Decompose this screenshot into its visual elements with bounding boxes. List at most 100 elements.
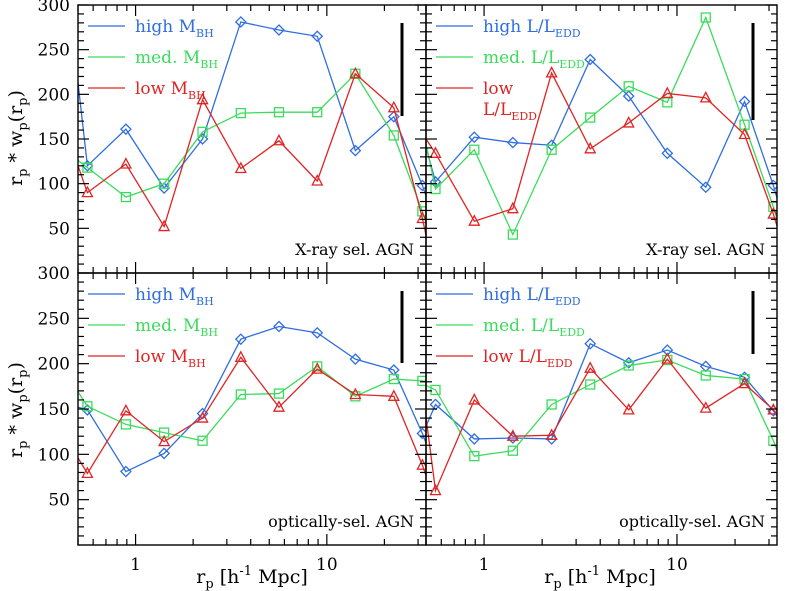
panel-annotation: X-ray sel. AGN <box>295 240 414 259</box>
data-point-red <box>699 401 712 413</box>
data-point-blue <box>584 53 597 66</box>
data-point-blue <box>311 326 324 339</box>
data-point-green <box>273 107 285 118</box>
legend-label: high L/LEDD <box>483 285 581 308</box>
data-point-red <box>416 458 426 470</box>
data-point-blue <box>119 123 132 136</box>
legend-label: med. L/LEDD <box>483 316 585 339</box>
legend-entry-blue: high L/LEDD <box>436 17 581 40</box>
panel-frame <box>425 272 778 546</box>
data-point-blue <box>738 371 751 384</box>
data-point-green <box>623 81 634 92</box>
data-point-red <box>429 146 442 158</box>
data-point-red <box>158 434 171 447</box>
data-point-red <box>661 86 674 99</box>
legend-label: low L/LEDD <box>483 347 573 370</box>
series-line-red <box>78 356 426 476</box>
data-point-green <box>623 360 634 371</box>
data-point-red <box>311 362 324 374</box>
data-point-green <box>417 206 426 217</box>
panel-bottom-right: high L/LEDD med. L/LEDD low L/LEDD opticall… <box>425 272 778 575</box>
panel-annotation: X-ray sel. AGN <box>646 240 765 259</box>
data-point-green <box>585 379 596 390</box>
series-line-blue <box>426 58 777 199</box>
y-tick-label: 150 <box>38 130 70 150</box>
data-point-red <box>387 100 400 113</box>
y-axis-label-top: rp * wp(rp) <box>5 90 31 186</box>
data-point-red <box>416 211 426 224</box>
legend-label: high MBH <box>135 285 214 308</box>
series-red <box>78 66 426 236</box>
y-tick-label: 300 <box>38 0 70 16</box>
data-point-red <box>429 483 442 496</box>
data-point-green <box>469 450 480 462</box>
data-point-green <box>388 373 399 385</box>
data-point-blue <box>273 320 285 333</box>
y-tick-label: 200 <box>38 85 70 105</box>
data-point-red <box>506 429 519 441</box>
data-point-red <box>272 400 286 412</box>
series-green <box>426 354 777 462</box>
data-point-green <box>312 107 323 118</box>
y-tick-label: 50 <box>48 219 70 239</box>
legend-entry-green: med. MBH <box>88 48 218 71</box>
data-point-red <box>699 91 712 103</box>
series-line-blue <box>78 21 426 196</box>
data-point-blue <box>468 433 481 445</box>
x-axis-label-left: rp [h-1 Mpc] <box>196 564 308 591</box>
x-tick-label: 10 <box>666 555 688 575</box>
legend-entry-green: med. MBH <box>88 316 218 339</box>
y-axis-label-bottom: rp * wp(rp) <box>5 362 31 458</box>
data-point-red <box>311 174 324 186</box>
x-tick-label: 10 <box>316 555 338 575</box>
series-line-blue <box>426 342 777 440</box>
series-blue <box>426 337 777 445</box>
y-tick-label: 250 <box>38 309 70 329</box>
data-point-red <box>767 207 777 219</box>
legend-label: med. L/LEDD <box>483 48 585 71</box>
data-point-red <box>349 387 362 400</box>
series-red <box>426 352 777 496</box>
data-point-green <box>546 399 557 410</box>
data-point-green <box>507 445 519 456</box>
legend-entry-red: low MBH <box>88 347 206 370</box>
series-blue <box>78 320 426 478</box>
series-blue <box>426 53 777 199</box>
data-point-red <box>506 201 519 214</box>
data-point-blue <box>661 147 674 160</box>
data-point-red <box>545 65 558 78</box>
data-point-red <box>234 161 247 174</box>
data-point-red <box>661 352 674 364</box>
data-point-green <box>700 12 711 23</box>
data-point-red <box>272 133 286 146</box>
data-point-red <box>196 411 209 423</box>
data-point-red <box>622 403 635 415</box>
series-line-red <box>78 72 426 236</box>
legend-label: med. MBH <box>135 316 218 339</box>
legend-label: low MBH <box>135 79 206 102</box>
data-point-green <box>662 354 673 366</box>
data-point-green <box>469 144 480 155</box>
data-point-green <box>430 384 441 396</box>
y-tick-label: 150 <box>38 400 70 420</box>
data-point-blue <box>349 353 362 366</box>
data-point-blue <box>158 447 171 460</box>
y-tick-label: 200 <box>38 355 70 375</box>
series-line-red <box>426 71 777 227</box>
x-tick-label: 1 <box>130 555 141 575</box>
data-point-blue <box>349 144 362 157</box>
y-tick-label: 50 <box>48 491 70 511</box>
data-point-red <box>622 116 635 128</box>
data-point-blue <box>738 95 751 108</box>
data-point-green <box>585 112 596 123</box>
data-point-red <box>81 185 94 198</box>
data-point-green <box>197 435 208 446</box>
data-point-green <box>507 229 519 240</box>
y-tick-label: 100 <box>38 445 70 465</box>
data-point-green <box>700 370 711 381</box>
panels: high MBH med. MBH low MBH X-ray sel. AGN 50 1… <box>38 0 778 575</box>
data-point-green <box>768 201 777 213</box>
legend-label: low MBH <box>135 347 206 370</box>
